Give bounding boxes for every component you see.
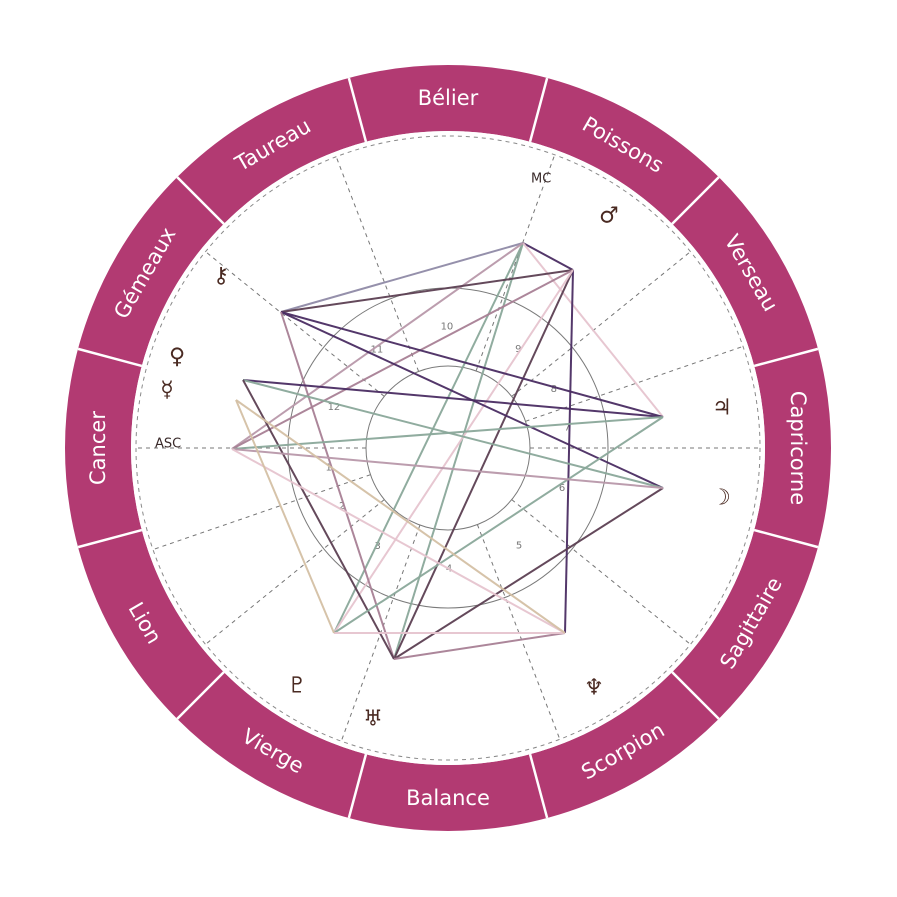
chiron-icon: ⚷ [213, 264, 229, 289]
sign-divider [753, 528, 819, 549]
house-number-7: 7 [564, 423, 570, 434]
jupiter-icon: ♃ [712, 396, 732, 421]
aspect-line [231, 269, 574, 450]
sign-divider [671, 671, 720, 720]
zodiac-band [65, 65, 831, 831]
uranus-icon: ♅ [363, 707, 383, 732]
aspect-line [393, 242, 524, 660]
house-cusp-line [525, 345, 744, 422]
house-cusp-line [205, 499, 385, 645]
sign-divider [753, 347, 819, 368]
sign-divider [528, 77, 549, 143]
venus-icon: ♀ [169, 345, 185, 370]
sign-divider [77, 528, 143, 549]
chart-background [131, 131, 765, 765]
house-number-6: 6 [559, 483, 565, 494]
house-number-3: 3 [375, 541, 381, 552]
mercury-icon: ☿ [160, 378, 174, 403]
aspect-line [280, 311, 664, 418]
house-cusp-line [511, 251, 691, 397]
aspect-line [522, 242, 664, 418]
aspect-line [393, 632, 566, 660]
sign-label-belier: Bélier [418, 86, 479, 110]
asc-label: ASC [155, 437, 181, 452]
house-cusp-line [511, 499, 691, 645]
house-cusp-line [152, 474, 371, 551]
moon-icon: ☽ [711, 486, 731, 511]
house-number-10: 10 [441, 322, 454, 333]
aspect-line [242, 379, 395, 660]
house-cusp-line [335, 156, 420, 372]
house-number-12: 12 [328, 402, 341, 413]
house-number-2: 2 [339, 501, 345, 512]
house-number-8: 8 [551, 384, 557, 395]
aspect-line [393, 269, 574, 660]
house-number-1: 1 [325, 462, 331, 473]
house-cusp-line [475, 154, 556, 372]
sign-divider [176, 671, 225, 720]
mars-icon: ♂ [599, 204, 619, 229]
sign-divider [347, 77, 368, 143]
house-number-9: 9 [515, 344, 521, 355]
sign-divider [528, 753, 549, 819]
aspect-line [333, 242, 524, 634]
house-cusp-line [205, 251, 385, 397]
aspect-line [393, 487, 664, 660]
sign-divider [671, 176, 720, 225]
aspect-line [235, 399, 566, 634]
aspect-line [333, 416, 664, 634]
aspect-lines [231, 242, 664, 660]
pluto-icon: ♇ [287, 674, 307, 699]
sign-divider [77, 347, 143, 368]
aspect-line [231, 242, 524, 450]
aspect-line [242, 379, 664, 418]
outer-dashed-circle [135, 135, 761, 761]
aspect-line [235, 399, 335, 634]
house-number-11: 11 [371, 345, 384, 356]
aspect-line [280, 269, 574, 313]
aspect-line [333, 269, 574, 634]
sign-divider [176, 176, 225, 225]
aspect-line [522, 242, 574, 271]
sign-label-cancer: Cancer [86, 411, 110, 485]
aspect-line [242, 379, 664, 489]
house-ring-inner [365, 365, 531, 531]
aspect-line [231, 416, 664, 450]
aspect-line [564, 269, 574, 634]
aspect-line [231, 448, 664, 489]
neptune-icon: ♆ [584, 676, 604, 701]
aspect-line [231, 448, 566, 634]
house-number-5: 5 [516, 540, 522, 551]
chart-labels: ASC MC ♂ ⚷ ♀ ☿ ♃ ☽ ♇ ♅ ♆ [155, 172, 732, 732]
mc-label: MC [531, 172, 551, 187]
sign-label-capricorne: Capricorne [786, 391, 810, 505]
house-cusp-line [476, 524, 561, 740]
aspect-line [280, 242, 524, 313]
sign-divider [347, 753, 368, 819]
sign-label-balance: Balance [406, 786, 490, 810]
aspect-line [280, 311, 395, 660]
